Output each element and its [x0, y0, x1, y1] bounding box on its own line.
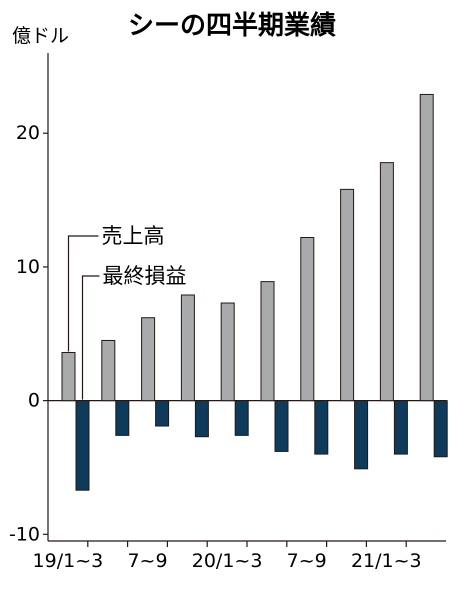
x-tick-label: 7~9 — [127, 550, 167, 572]
net-income-legend-label: 最終損益 — [103, 264, 187, 288]
net-income-bar — [234, 400, 249, 436]
net-income-bar — [393, 400, 408, 455]
sales-bar — [61, 351, 76, 402]
net-income-bar — [155, 400, 170, 427]
axes: -10 0 10 20 19/1~3 7~9 20/1~3 7~9 21/1~3 — [9, 53, 446, 572]
y-tick-label: 10 — [16, 256, 40, 278]
sales-bar — [101, 339, 116, 402]
sales-bar — [419, 93, 434, 402]
sales-bar — [379, 162, 394, 402]
net-income-bar — [354, 400, 369, 470]
net-income-bar — [75, 400, 90, 491]
y-tick-label: -10 — [9, 523, 40, 545]
sales-bar — [220, 302, 235, 402]
y-tick-label: 0 — [28, 390, 40, 412]
net-income-bar — [115, 400, 130, 436]
x-tick-label: 7~9 — [287, 550, 327, 572]
net-income-bar — [194, 400, 209, 438]
net-income-bar — [314, 400, 329, 455]
bars — [61, 93, 448, 491]
net-income-bar — [274, 400, 289, 452]
x-tick-label: 20/1~3 — [192, 550, 263, 572]
sales-bar — [300, 237, 315, 402]
sales-callout-line — [67, 235, 99, 352]
sales-bar — [340, 188, 355, 402]
x-tick-label: 21/1~3 — [351, 550, 422, 572]
x-tick-label: 19/1~3 — [33, 550, 104, 572]
y-tick-label: 20 — [16, 122, 40, 144]
sales-bar — [141, 317, 156, 402]
sales-bar — [260, 281, 275, 402]
sales-bar — [180, 294, 195, 402]
net-income-bar — [433, 400, 448, 458]
net-income-callout-line — [81, 275, 100, 400]
sales-legend-label: 売上高 — [102, 224, 165, 248]
chart-title: シーの四半期業績 — [128, 11, 336, 41]
unit-label: 億ドル — [12, 25, 69, 47]
